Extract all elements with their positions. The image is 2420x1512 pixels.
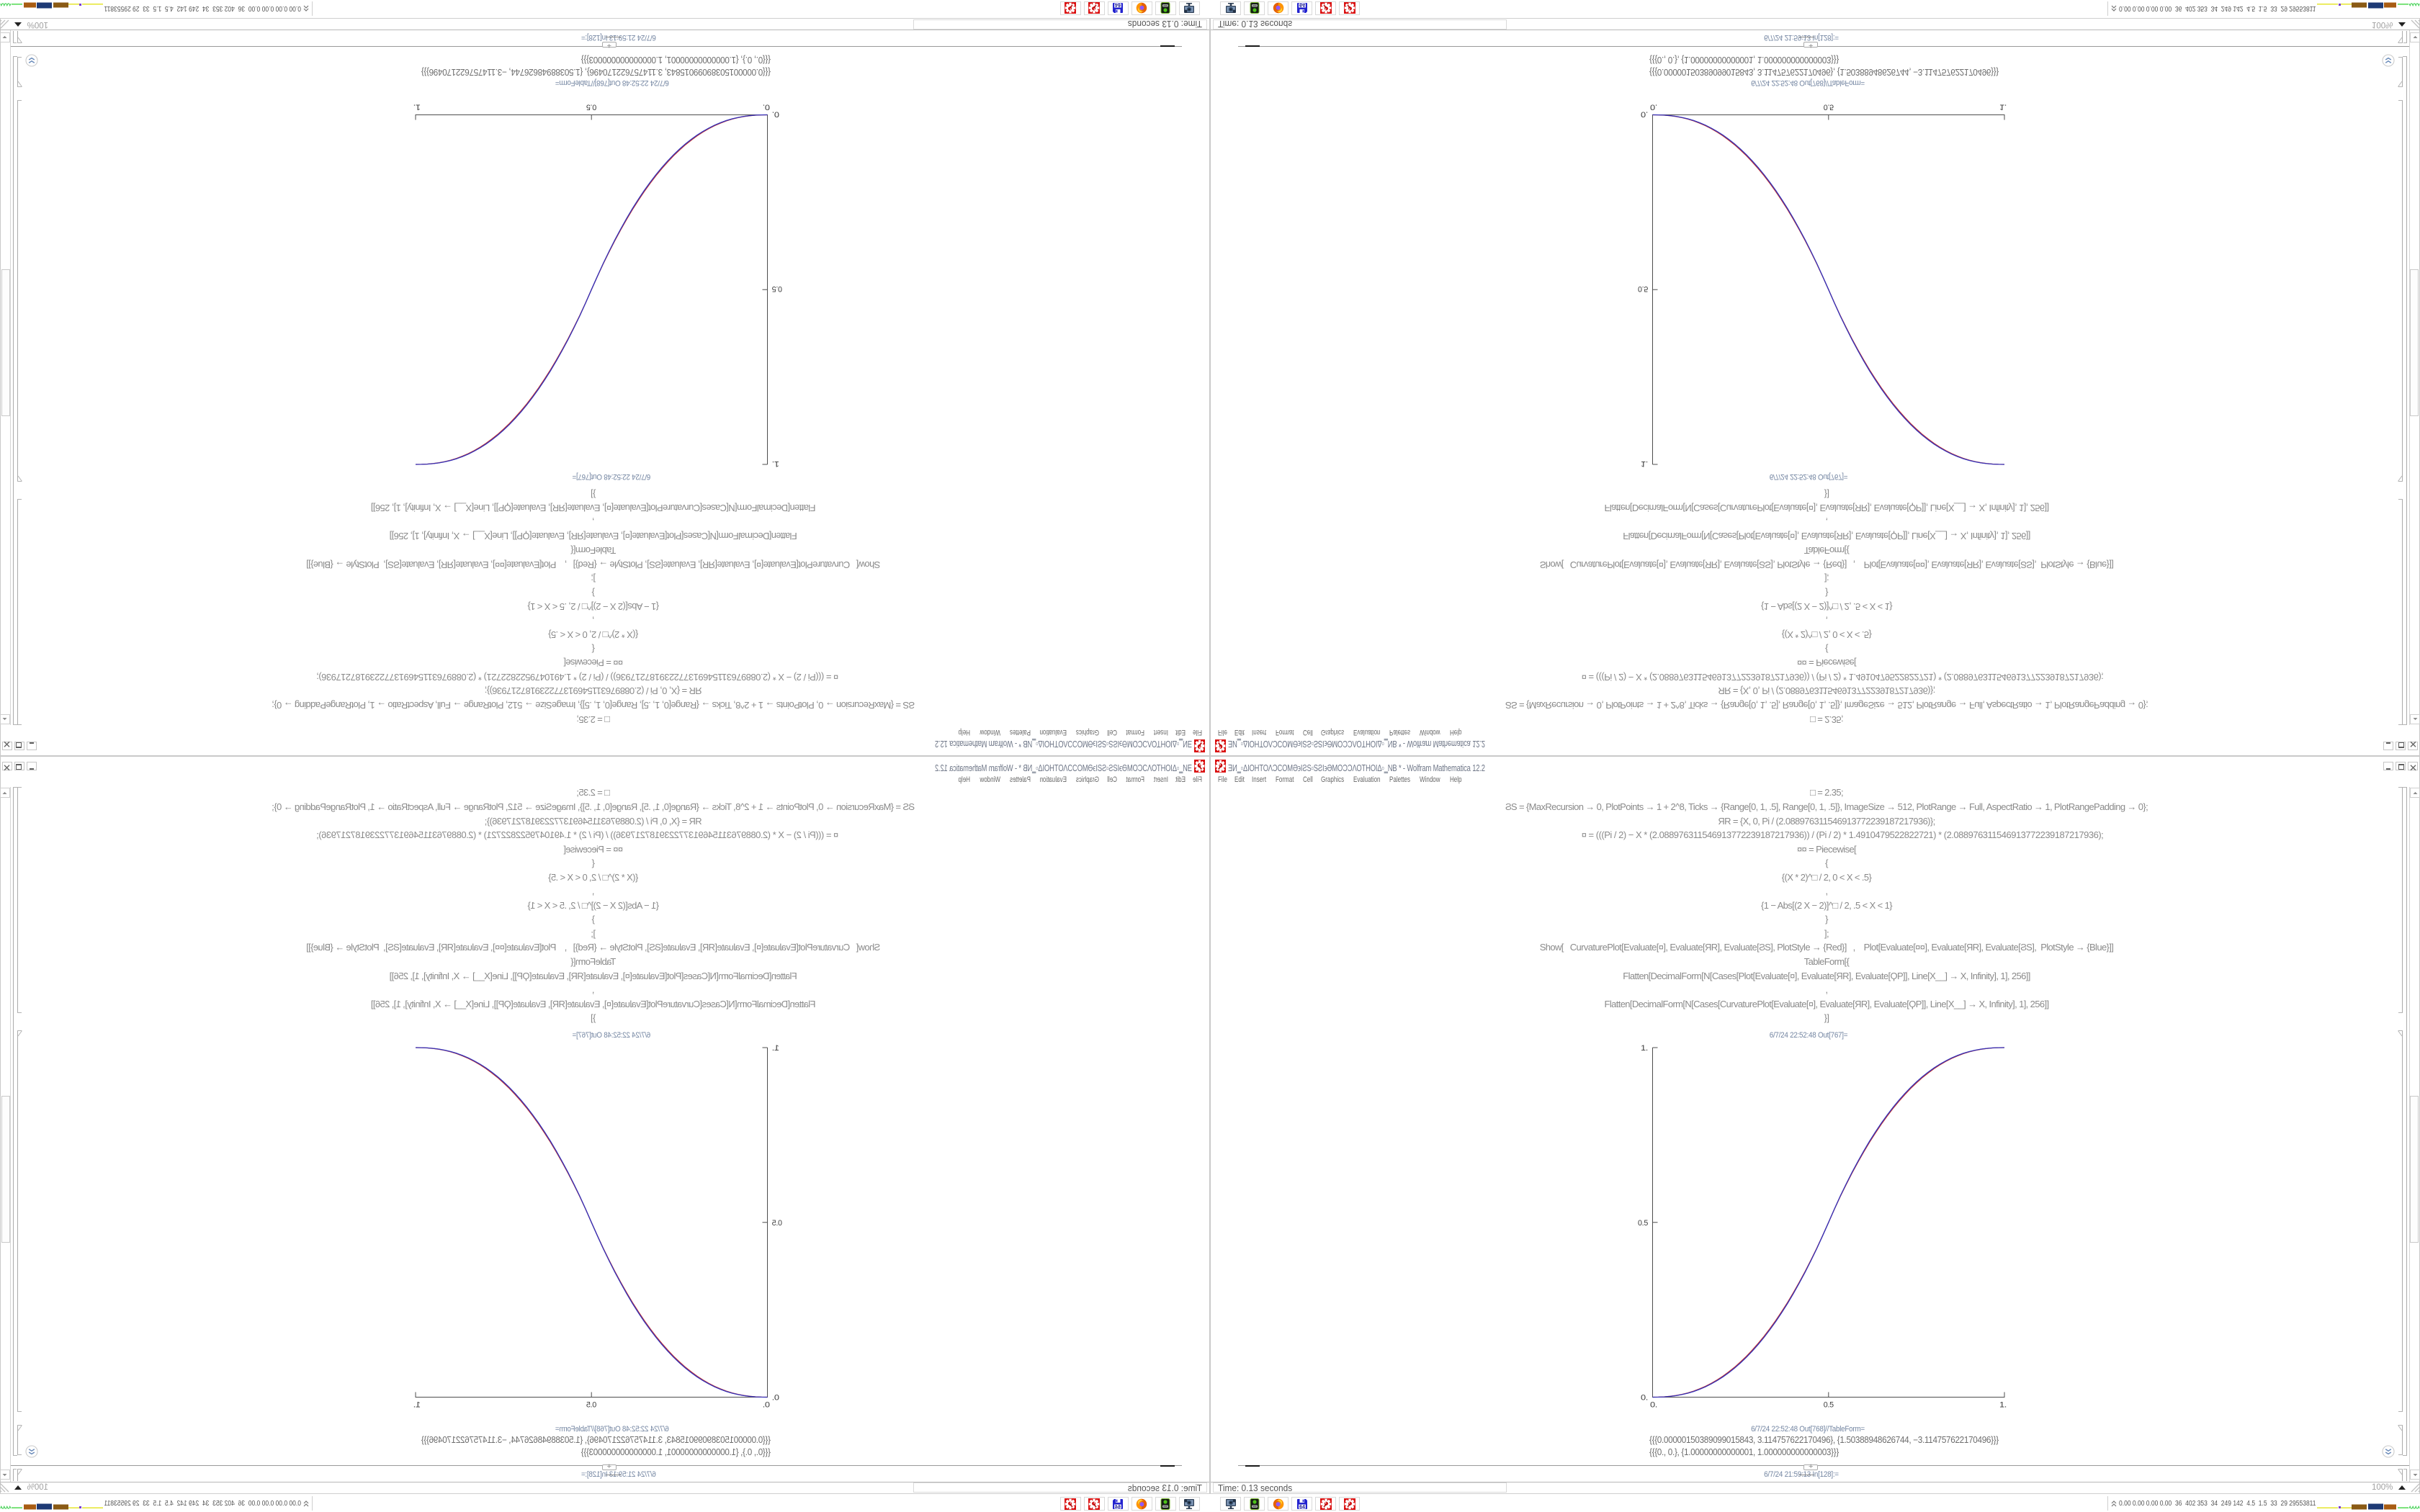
svg-text:0.: 0. — [1650, 1401, 1657, 1410]
svg-text:1.: 1. — [413, 1401, 421, 1410]
svg-text:0.: 0. — [772, 1394, 779, 1403]
svg-text:0.: 0. — [763, 1401, 770, 1410]
svg-text:64: 64 — [1299, 3, 1305, 8]
svg-text:1.: 1. — [413, 103, 421, 112]
svg-text:64: 64 — [1116, 1505, 1121, 1510]
svg-text:0.5: 0.5 — [1824, 103, 1834, 112]
svg-text:0.5: 0.5 — [1638, 284, 1648, 293]
svg-text:64: 64 — [1299, 1505, 1305, 1510]
svg-text:0.5: 0.5 — [1824, 1401, 1834, 1410]
svg-text:0.5: 0.5 — [586, 1401, 596, 1410]
svg-text:1.: 1. — [772, 459, 779, 468]
svg-text:1.: 1. — [1641, 1044, 1648, 1053]
svg-text:1.: 1. — [1641, 459, 1648, 468]
svg-text:0.: 0. — [1641, 1394, 1648, 1403]
svg-text:0.5: 0.5 — [772, 284, 782, 293]
svg-text:1.: 1. — [1999, 103, 2007, 112]
svg-text:64: 64 — [1116, 3, 1121, 8]
svg-text:0.5: 0.5 — [1638, 1219, 1648, 1228]
svg-text:0.: 0. — [763, 103, 770, 112]
svg-text:0.: 0. — [772, 110, 779, 119]
svg-text:1.: 1. — [1999, 1401, 2007, 1410]
svg-text:0.5: 0.5 — [586, 103, 596, 112]
svg-text:0.: 0. — [1641, 110, 1648, 119]
svg-text:0.: 0. — [1650, 103, 1657, 112]
svg-text:1.: 1. — [772, 1044, 779, 1053]
svg-text:0.5: 0.5 — [772, 1219, 782, 1228]
